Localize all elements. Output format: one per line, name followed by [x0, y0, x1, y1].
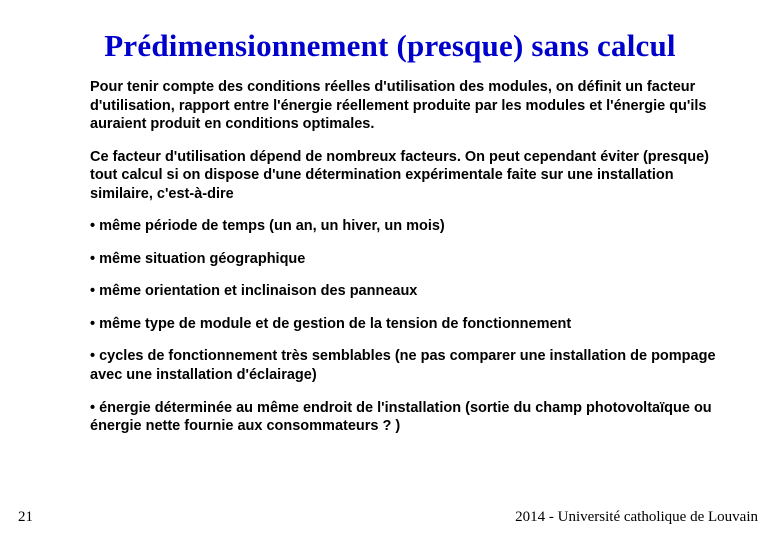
bullet-item: • cycles de fonctionnement très semblabl…	[90, 347, 724, 384]
bullet-item: • énergie déterminée au même endroit de …	[90, 399, 724, 436]
footer-text: 2014 - Université catholique de Louvain	[515, 509, 758, 526]
intro-paragraph-1: Pour tenir compte des conditions réelles…	[90, 78, 724, 134]
page-number: 21	[18, 509, 33, 526]
bullet-item: • même situation géographique	[90, 250, 724, 269]
intro-paragraph-2: Ce facteur d'utilisation dépend de nombr…	[90, 148, 724, 204]
slide: Prédimensionnement (presque) sans calcul…	[0, 0, 780, 540]
bullet-item: • même type de module et de gestion de l…	[90, 315, 724, 334]
bullet-item: • même période de temps (un an, un hiver…	[90, 217, 724, 236]
slide-content: Pour tenir compte des conditions réelles…	[48, 78, 732, 436]
bullet-item: • même orientation et inclinaison des pa…	[90, 282, 724, 301]
slide-title: Prédimensionnement (presque) sans calcul	[48, 28, 732, 64]
